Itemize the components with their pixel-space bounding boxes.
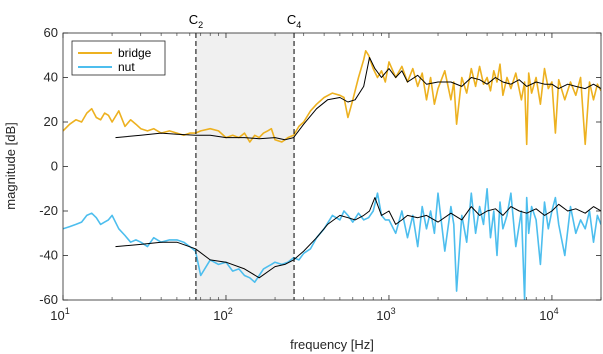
marker-layer: C2 C4 (189, 12, 301, 300)
legend-label-bridge: bridge (118, 46, 152, 60)
x-tick-label: 104 (539, 306, 558, 323)
y-tick-label: -20 (39, 203, 58, 218)
y-tick-label: 20 (44, 114, 58, 129)
series-line-2 (115, 57, 601, 141)
legend: bridge nut (71, 40, 166, 76)
y-tick-label: -60 (39, 292, 58, 307)
y-tick-label: 60 (44, 25, 58, 40)
x-tick-label: 102 (213, 306, 232, 323)
y-tick-label: 0 (51, 159, 58, 174)
legend-box (71, 40, 166, 76)
x-tick-label: 101 (50, 306, 69, 323)
series-line-bridge (63, 49, 601, 146)
y-axis-label: magnitude [dB] (3, 122, 18, 209)
series-layer (63, 49, 601, 300)
shaded-band (195, 33, 295, 300)
x-axis-label: frequency [Hz] (290, 337, 374, 352)
band-region (195, 33, 295, 300)
x-tick-label: 103 (376, 306, 395, 323)
y-tick-label: 40 (44, 70, 58, 85)
legend-label-nut: nut (118, 60, 135, 74)
y-tick-label: -40 (39, 248, 58, 263)
marker-label-1: C4 (287, 12, 301, 30)
series-line-3 (115, 197, 601, 279)
marker-label-0: C2 (189, 12, 203, 30)
